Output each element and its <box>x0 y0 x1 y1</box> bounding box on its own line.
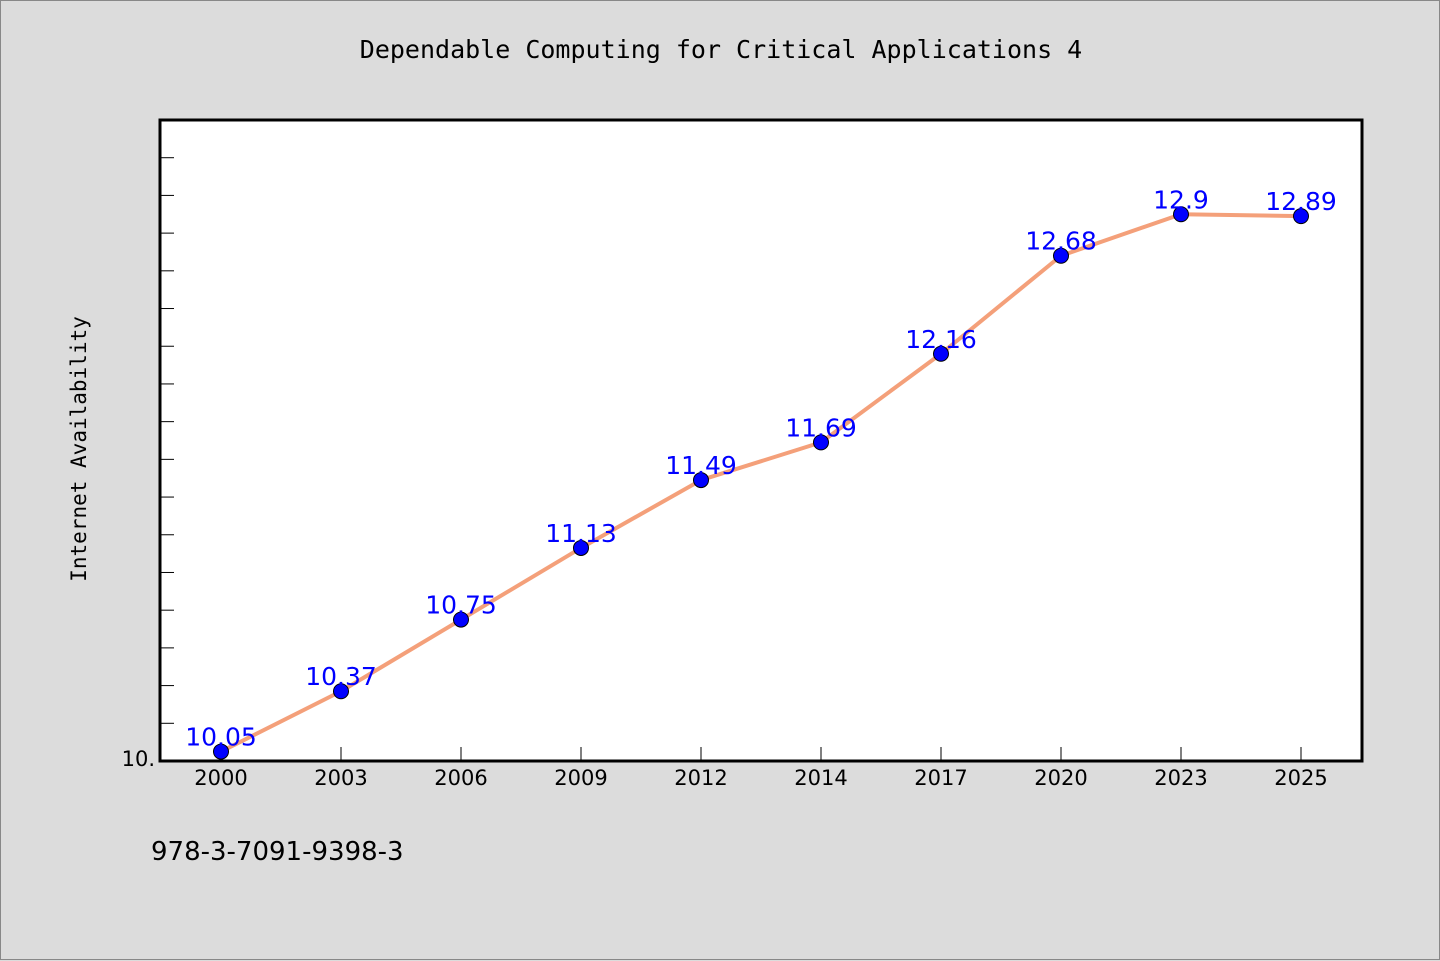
x-tick-label: 2012 <box>674 766 727 790</box>
data-label: 10.37 <box>305 662 377 691</box>
data-label: 11.49 <box>665 451 737 480</box>
data-label: 12.9 <box>1153 185 1209 214</box>
data-label: 12.68 <box>1025 227 1097 256</box>
data-label: 10.05 <box>185 723 257 752</box>
x-tick-label: 2020 <box>1034 766 1087 790</box>
y-tick-label: 10. <box>122 747 155 771</box>
data-point <box>213 743 229 760</box>
data-point <box>333 683 349 700</box>
x-tick-label: 2014 <box>794 766 847 790</box>
chart-title: Dependable Computing for Critical Applic… <box>359 35 1083 64</box>
x-tick-label: 2006 <box>434 766 487 790</box>
x-tick-label: 2023 <box>1154 766 1207 790</box>
data-point <box>933 345 949 362</box>
isbn-footer: 978-3-7091-9398-3 <box>151 837 404 867</box>
x-tick-label: 2003 <box>314 766 367 790</box>
data-label: 12.16 <box>905 325 977 354</box>
data-label: 11.69 <box>785 413 857 442</box>
data-point <box>573 539 589 556</box>
series-group: 10.05 10.37 10.75 11.13 11.49 11.69 12.16 12.68… <box>185 185 1337 760</box>
x-tick-label: 2017 <box>914 766 967 790</box>
plot-area <box>158 118 1364 763</box>
data-label: 12.89 <box>1265 187 1337 216</box>
data-point <box>453 611 469 628</box>
data-point <box>813 434 829 451</box>
x-tick-label: 2009 <box>554 766 607 790</box>
series-line <box>219 212 1303 754</box>
data-point <box>1293 208 1309 225</box>
data-label: 10.75 <box>425 591 497 620</box>
x-axis-ticks: 2000 2003 2006 2009 2012 2014 2017 2020 2023 2025 <box>194 747 1328 790</box>
data-point <box>693 472 709 489</box>
data-label: 11.13 <box>545 519 617 548</box>
data-point <box>1173 206 1189 223</box>
data-point <box>1053 247 1069 264</box>
x-tick-label: 2025 <box>1274 766 1327 790</box>
y-axis-ticks: 10. <box>122 157 174 771</box>
x-tick-label: 2000 <box>194 766 247 790</box>
